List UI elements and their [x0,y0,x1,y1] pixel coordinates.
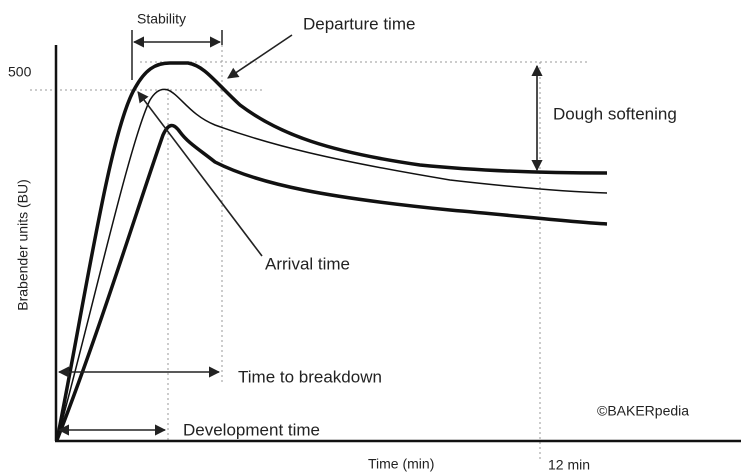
departure-label: Departure time [303,14,415,33]
x-axis-label: Time (min) [368,456,434,472]
y-marker: 500 [8,64,32,80]
annotations [57,30,543,436]
arrival-label: Arrival time [265,254,350,273]
y-axis-label: Brabender units (BU) [15,179,31,311]
axes [54,45,741,443]
breakdown-label: Time to breakdown [238,367,382,386]
credit: ©BAKERpedia [597,403,689,419]
softening-label: Dough softening [553,104,677,123]
stability-label: Stability [137,11,186,27]
development-label: Development time [183,420,320,439]
curves [55,61,608,441]
x-marker: 12 min [548,457,590,473]
